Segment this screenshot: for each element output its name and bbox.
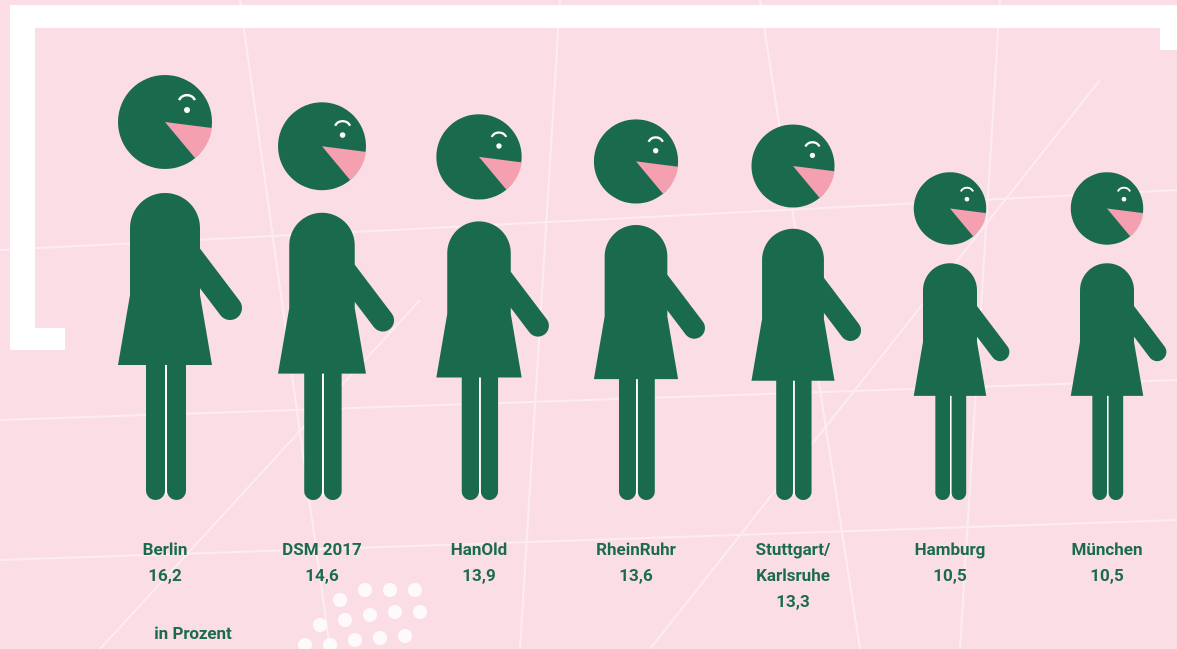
- leg: [323, 364, 342, 500]
- unit-note: in Prozent: [154, 624, 232, 644]
- mouth: [950, 208, 987, 237]
- leg: [480, 368, 499, 500]
- frame: [10, 5, 1177, 350]
- mouth: [322, 146, 366, 180]
- category-label: Stuttgart/ Karlsruhe: [755, 540, 831, 586]
- leg: [794, 371, 812, 500]
- label-group: Berlin 16,2: [90, 537, 240, 589]
- mouth: [479, 156, 522, 190]
- value-label: 13,6: [619, 566, 653, 586]
- eye: [959, 186, 974, 193]
- category-label: HanOld: [450, 540, 508, 560]
- figure: [1070, 172, 1167, 500]
- figure: [118, 75, 242, 500]
- leg: [146, 355, 165, 500]
- category-label: München: [1071, 540, 1143, 560]
- eye: [334, 119, 352, 127]
- leg: [461, 368, 479, 500]
- eye: [1116, 186, 1131, 193]
- dress: [913, 263, 987, 396]
- pupil: [184, 107, 190, 113]
- dress: [593, 225, 679, 380]
- figure: [593, 119, 705, 500]
- dress: [436, 221, 522, 378]
- dress: [118, 193, 212, 365]
- eye: [490, 131, 508, 138]
- eye: [647, 136, 664, 143]
- figure: [913, 172, 1010, 500]
- value-label: 10,5: [1090, 566, 1124, 586]
- mouth: [1107, 208, 1144, 237]
- mouth: [636, 161, 679, 194]
- leg: [167, 355, 186, 500]
- figure: [436, 114, 549, 500]
- label-group: HanOld 13,9: [404, 537, 554, 589]
- leg: [951, 388, 967, 500]
- mouth: [165, 122, 212, 158]
- label-group: Stuttgart/ Karlsruhe 13,3: [718, 537, 868, 615]
- leg: [935, 388, 950, 500]
- dress: [278, 212, 366, 374]
- label-group: Hamburg 10,5: [875, 537, 1025, 589]
- pupil: [809, 152, 816, 159]
- leg: [637, 370, 655, 500]
- mouth: [793, 165, 835, 198]
- label-group: München 10,5: [1032, 537, 1177, 589]
- value-label: 16,2: [148, 566, 182, 586]
- pupil: [964, 196, 970, 202]
- value-label: 13,9: [462, 566, 496, 586]
- dot-pattern: [298, 583, 427, 649]
- pupil: [496, 143, 502, 149]
- leg: [1108, 388, 1124, 500]
- value-label: 13,3: [776, 592, 810, 612]
- pupil: [653, 147, 659, 154]
- leg: [776, 371, 793, 500]
- category-label: DSM 2017: [282, 540, 362, 560]
- value-label: 10,5: [933, 566, 967, 586]
- category-label: Berlin: [142, 540, 188, 560]
- leg: [1092, 388, 1107, 500]
- category-label: Hamburg: [914, 540, 986, 560]
- value-label: 14,6: [305, 566, 339, 586]
- figure: [751, 124, 862, 500]
- pupil: [339, 132, 346, 138]
- figures: [118, 75, 1167, 500]
- leg: [304, 364, 322, 500]
- category-label: RheinRuhr: [596, 540, 676, 560]
- leg: [618, 370, 636, 500]
- dress: [751, 228, 835, 381]
- figure: [278, 102, 395, 500]
- eye: [804, 141, 821, 148]
- dress: [1070, 263, 1144, 396]
- pupil: [1121, 196, 1127, 202]
- label-group: DSM 2017 14,6: [247, 537, 397, 589]
- label-group: RheinRuhr 13,6: [561, 537, 711, 589]
- eye: [177, 93, 197, 101]
